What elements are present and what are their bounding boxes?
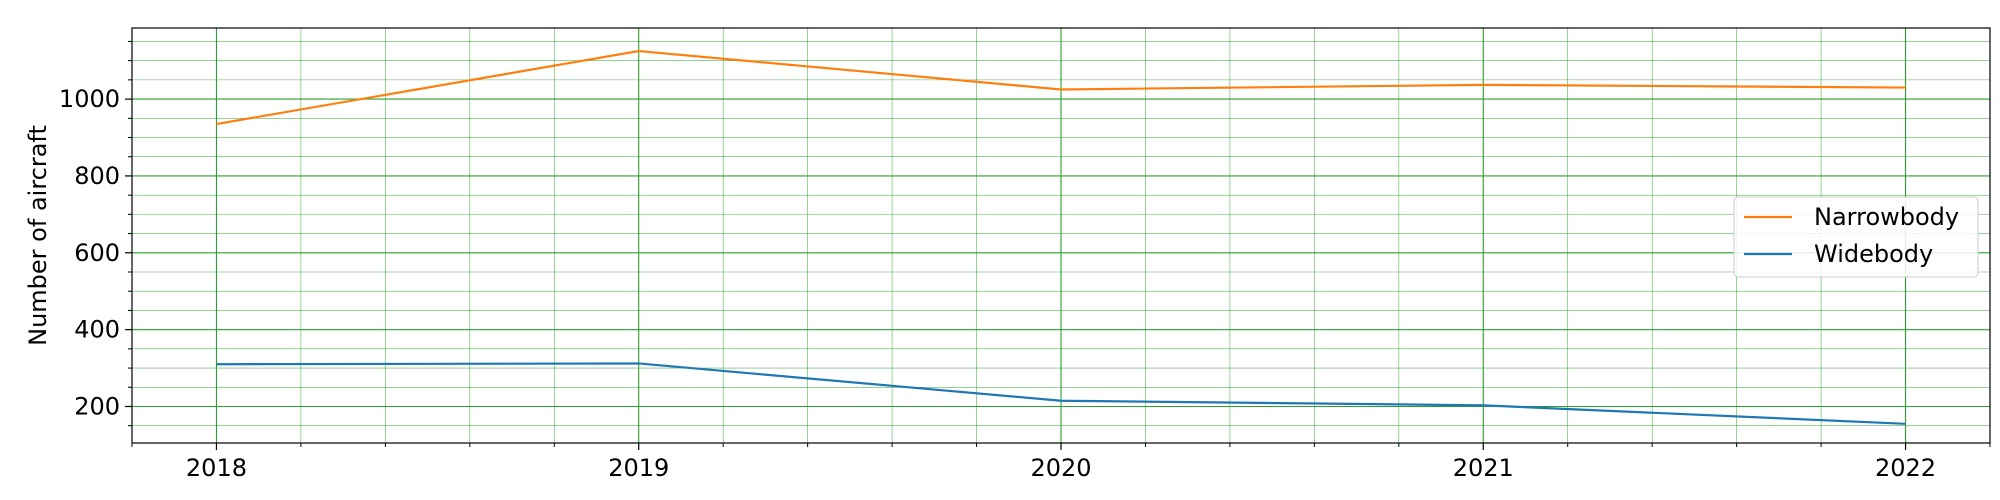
series-layer: [216, 49, 1906, 425]
y-tick-label: 600: [74, 239, 120, 267]
tick-labels: 2018 2019 2020 2021 2022 200 400 600 800 1000: [59, 85, 1936, 482]
y-axis-label: Number of aircraft: [24, 125, 52, 346]
series-line-narrowbody: [216, 49, 1906, 126]
y-tick-label: 800: [74, 162, 120, 190]
series-line-widebody: [216, 362, 1906, 425]
legend: Narrowbody Widebody: [1733, 196, 1979, 278]
legend-label-narrowbody: Narrowbody: [1814, 203, 1959, 231]
ticks: [125, 40, 1991, 450]
x-tick-label: 2021: [1453, 454, 1514, 482]
x-tick-label: 2022: [1875, 454, 1936, 482]
x-tick-label: 2018: [186, 454, 247, 482]
grid-major: [132, 28, 1990, 443]
x-tick-label: 2019: [608, 454, 669, 482]
y-tick-label: 200: [74, 392, 120, 420]
x-tick-label: 2020: [1030, 454, 1091, 482]
legend-label-widebody: Widebody: [1814, 240, 1933, 268]
legend-box: [1733, 196, 1979, 278]
y-tick-label: 1000: [59, 85, 120, 113]
y-tick-label: 400: [74, 316, 120, 344]
